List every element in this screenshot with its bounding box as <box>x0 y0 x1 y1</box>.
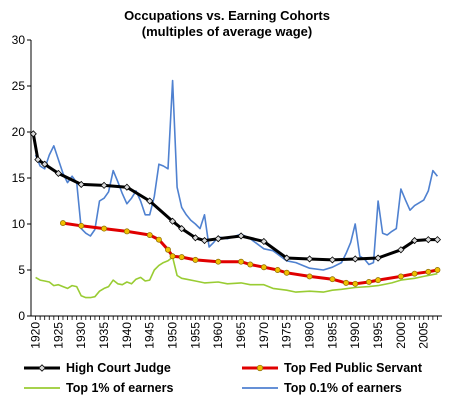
judge-point <box>306 255 314 263</box>
public-servant-point <box>411 270 418 277</box>
x-tick-label: 1975 <box>280 322 294 349</box>
public-servant-point <box>306 273 313 280</box>
public-servant-point <box>260 264 267 271</box>
legend-label-0: High Court Judge <box>66 361 171 375</box>
legend-marker-1 <box>256 364 264 372</box>
public-servant-point <box>238 258 245 265</box>
series-line-1 <box>62 221 438 286</box>
judge-point <box>100 181 108 189</box>
x-tick-label: 1945 <box>143 322 157 349</box>
x-tick-label: 1955 <box>188 322 202 349</box>
public-servant-point <box>329 276 336 283</box>
public-servant-point <box>123 228 130 235</box>
y-tick-label: 20 <box>12 125 26 139</box>
x-tick-label: 1995 <box>371 322 385 349</box>
judge-point <box>328 256 336 264</box>
public-servant-point <box>178 254 185 261</box>
public-servant-point <box>101 225 108 232</box>
x-tick-label: 2005 <box>417 322 431 349</box>
x-tick-label: 1930 <box>74 322 88 349</box>
x-tick-label: 1985 <box>325 322 339 349</box>
public-servant-point <box>215 258 222 265</box>
public-servant-point <box>60 220 66 227</box>
judge-point <box>41 160 49 168</box>
judge-point <box>191 234 199 242</box>
x-tick-label: 2000 <box>394 322 408 349</box>
legend-label-3: Top 0.1% of earners <box>284 381 402 395</box>
series-line-0 <box>31 133 438 262</box>
judge-point <box>54 169 62 177</box>
x-tick-label: 1920 <box>29 322 43 349</box>
x-tick-label: 1935 <box>97 322 111 349</box>
y-tick-label: 5 <box>18 263 25 277</box>
legend-marker-0 <box>38 364 46 372</box>
public-servant-point <box>155 236 162 243</box>
public-servant-point <box>274 267 281 273</box>
judge-point <box>283 254 291 262</box>
judge-point <box>260 237 268 246</box>
x-tick-label: 1940 <box>120 322 134 349</box>
judge-point <box>178 225 186 233</box>
x-tick-label: 1965 <box>234 322 248 349</box>
axes: 0 5 10 15 20 25 30 1920 1925 1930 1935 1940 1945 1950… <box>12 33 442 349</box>
public-servant-point <box>434 267 441 273</box>
public-servant-point <box>165 246 171 253</box>
y-tick-label: 30 <box>12 33 26 47</box>
judge-point <box>169 217 177 225</box>
x-tick-label: 1950 <box>166 322 180 349</box>
legend-label-2: Top 1% of earners <box>66 381 173 395</box>
judge-point <box>77 180 85 189</box>
judge-point <box>433 236 441 244</box>
judge-point <box>123 183 131 191</box>
x-tick-label: 1970 <box>257 322 271 349</box>
judge-point <box>411 236 419 245</box>
public-servant-point <box>169 253 176 260</box>
judge-point <box>397 246 405 254</box>
public-servant-point <box>425 268 432 275</box>
legend: High Court Judge Top Fed Public Servant To… <box>24 361 423 395</box>
judge-point <box>146 197 154 205</box>
x-tick-label: 1980 <box>303 322 317 349</box>
public-servant-point <box>365 279 372 285</box>
public-servant-point <box>192 256 199 263</box>
judge-point <box>351 255 359 263</box>
series-line-2 <box>35 256 438 299</box>
x-tick-label: 1960 <box>211 322 225 349</box>
public-servant-point <box>283 269 290 276</box>
chart-subtitle: (multiples of average wage) <box>142 24 313 39</box>
y-tick-label: 15 <box>12 171 26 185</box>
public-servant-point <box>146 232 153 238</box>
public-servant-point <box>375 277 382 284</box>
public-servant-point <box>78 222 85 229</box>
public-servant-point <box>352 280 359 287</box>
y-tick-label: 10 <box>12 217 26 231</box>
y-tick-label: 0 <box>18 309 25 323</box>
public-servant-point <box>247 261 254 268</box>
judge-point <box>29 130 37 138</box>
series-line-3 <box>34 79 439 271</box>
judge-point <box>374 254 382 262</box>
judge-point <box>237 232 245 240</box>
judge-point <box>214 235 222 243</box>
judge-point <box>424 236 432 244</box>
judge-point <box>34 156 42 164</box>
x-tick-label: 1990 <box>348 322 362 349</box>
y-tick-label: 25 <box>12 79 26 93</box>
legend-label-1: Top Fed Public Servant <box>284 361 423 375</box>
plot-area <box>29 79 441 299</box>
chart-title: Occupations vs. Earning Cohorts <box>124 8 330 23</box>
judge-point <box>200 236 209 245</box>
x-tick-label: 1925 <box>51 322 65 349</box>
public-servant-point <box>397 273 404 280</box>
public-servant-point <box>343 279 350 286</box>
